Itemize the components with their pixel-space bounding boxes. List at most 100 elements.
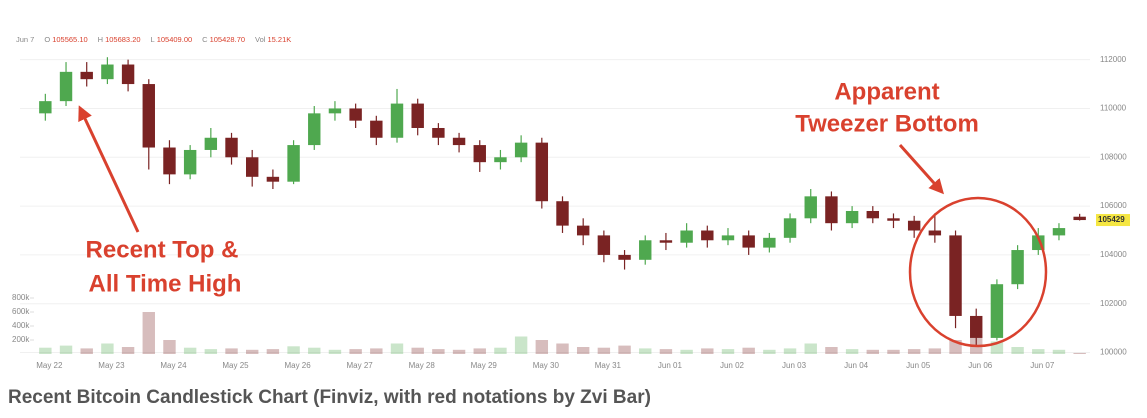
header-value: 105683.20 xyxy=(105,35,140,44)
candle-body xyxy=(949,235,962,316)
candle-body xyxy=(866,210,879,219)
candle-body xyxy=(287,145,300,182)
volume-bar xyxy=(597,347,611,354)
x-tick-label: May 31 xyxy=(595,361,622,370)
volume-bar xyxy=(225,348,238,354)
candle-body xyxy=(328,108,342,114)
header-value: 105565.10 xyxy=(52,35,87,44)
volume-bar xyxy=(390,343,404,354)
x-tick-label: Jun 02 xyxy=(720,361,745,370)
candle-body xyxy=(59,71,73,102)
volume-bar xyxy=(80,348,93,354)
candle-body xyxy=(266,176,280,182)
candle-body xyxy=(721,235,735,241)
y-tick-label: 110000 xyxy=(1100,104,1127,113)
candle-body xyxy=(142,84,155,148)
candle-body xyxy=(101,64,114,80)
candle-body xyxy=(452,137,466,146)
candle-body xyxy=(121,64,135,85)
marks xyxy=(39,57,1086,354)
candle-body xyxy=(597,235,611,255)
header-value: 15.21K xyxy=(267,35,291,44)
volume-bar xyxy=(204,349,218,354)
arrow xyxy=(898,144,944,195)
candle-body xyxy=(39,101,52,114)
volume-bar xyxy=(576,347,590,354)
volume-bar xyxy=(659,349,673,354)
candle-body xyxy=(80,71,93,80)
annotation: Tweezer Bottom xyxy=(795,110,979,137)
y-tick-label: 104000 xyxy=(1100,250,1127,259)
header-key: H xyxy=(98,35,103,44)
price-tag-bg xyxy=(1096,214,1130,227)
volume-bar xyxy=(287,346,300,354)
candle-body xyxy=(928,230,942,236)
candle-body xyxy=(390,103,404,138)
candle-body xyxy=(763,237,776,248)
candle-body xyxy=(970,315,983,338)
header-key: Vol xyxy=(255,35,266,44)
volume-bar xyxy=(701,348,714,354)
volume-bar xyxy=(246,349,259,354)
volume-bar xyxy=(59,345,73,354)
x-tick-label: May 28 xyxy=(409,361,436,370)
volume-bar xyxy=(328,349,342,354)
volume-tick-label: 400k xyxy=(12,321,30,330)
header-value: 105428.70 xyxy=(210,35,245,44)
volume-tick-label: 800k xyxy=(12,293,30,302)
volume-bar xyxy=(1052,349,1066,354)
volume-bar xyxy=(411,347,424,354)
x-tick-label: Jun 01 xyxy=(658,361,683,370)
candle-body xyxy=(370,120,383,138)
x-tick-label: May 24 xyxy=(160,361,187,370)
candle-body xyxy=(701,230,714,241)
annotation: Recent Top & xyxy=(86,236,239,263)
candle-body xyxy=(1011,250,1024,285)
header-key: L xyxy=(151,35,155,44)
volume-bar xyxy=(763,349,776,354)
volume-bar xyxy=(163,340,176,354)
volume-bar xyxy=(1073,352,1086,354)
candle-body xyxy=(225,137,238,158)
volume-bar xyxy=(907,349,921,354)
volume-bar xyxy=(783,348,797,354)
y-tick-label: 108000 xyxy=(1100,152,1127,161)
y-tick-label: 100000 xyxy=(1100,348,1127,357)
candle-body xyxy=(659,240,673,243)
volume-bar xyxy=(639,348,652,354)
candle-body xyxy=(514,142,528,158)
arrow xyxy=(78,105,140,233)
candle-body xyxy=(907,220,921,231)
candle-body xyxy=(887,218,900,221)
y-tick-label: 106000 xyxy=(1100,201,1127,210)
header-value: 105409.00 xyxy=(157,35,192,44)
volume-bar xyxy=(618,345,631,354)
volume-bar xyxy=(39,347,52,354)
candle-body xyxy=(163,147,176,175)
candle-body xyxy=(639,240,652,260)
candle-body xyxy=(618,254,631,260)
volume-bar xyxy=(866,349,879,354)
volume-bar xyxy=(183,347,197,354)
candle-body xyxy=(411,103,424,128)
price-tag: 105429 xyxy=(1098,215,1125,224)
annotation: Apparent xyxy=(834,78,939,105)
x-tick-label: May 29 xyxy=(471,361,498,370)
candle-body xyxy=(535,142,549,202)
volume-bar xyxy=(101,343,114,354)
candle-body xyxy=(308,113,321,146)
x-tick-label: May 30 xyxy=(533,361,560,370)
volume-bar xyxy=(266,349,280,354)
volume-bar xyxy=(887,349,900,354)
y-tick-label: 102000 xyxy=(1100,299,1127,308)
volume-bar xyxy=(535,340,549,354)
y-tick-label: 112000 xyxy=(1100,55,1127,64)
annotation: All Time High xyxy=(89,270,242,297)
x-tick-label: Jun 06 xyxy=(968,361,993,370)
x-tick-label: May 27 xyxy=(347,361,374,370)
volume-bar xyxy=(308,347,321,354)
header-key: O xyxy=(44,35,50,44)
header-value: Jun 7 xyxy=(16,35,34,44)
